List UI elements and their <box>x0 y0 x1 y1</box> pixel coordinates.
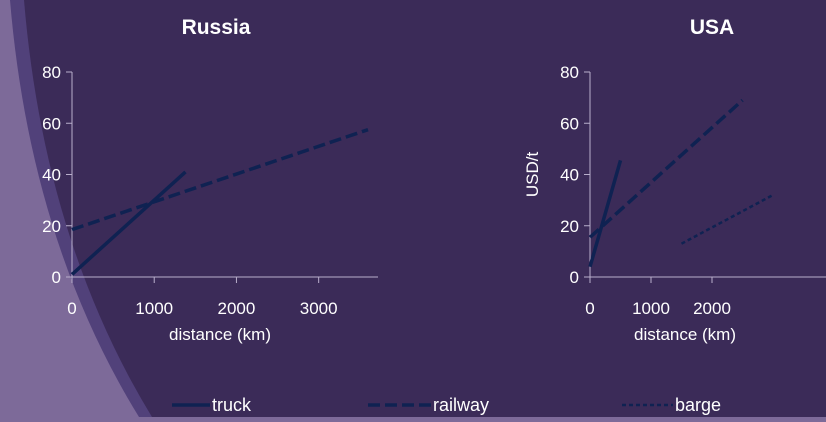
x-axis-label: distance (km) <box>634 325 736 344</box>
legend-label-truck: truck <box>212 395 252 415</box>
y-tick-label: 80 <box>560 63 579 82</box>
series-line-railway <box>588 98 744 239</box>
y-tick-label: 0 <box>52 268 61 287</box>
y-axis-label: USD/t <box>523 152 542 198</box>
y-tick-label: 40 <box>42 166 61 185</box>
legend-label-barge: barge <box>675 395 721 415</box>
y-tick-label: 20 <box>42 217 61 236</box>
x-tick-label: 3000 <box>300 299 338 318</box>
y-tick-label: 0 <box>570 268 579 287</box>
series-line-truck <box>588 159 623 268</box>
chart-title: USA <box>690 16 734 39</box>
x-tick-label: 1000 <box>632 299 670 318</box>
chart-title: Russia <box>182 16 251 39</box>
x-tick-label: 0 <box>585 299 594 318</box>
legend-label-railway: railway <box>433 395 489 415</box>
series-line-barge <box>680 193 774 245</box>
x-tick-label: 2000 <box>218 299 256 318</box>
x-tick-label: 0 <box>67 299 76 318</box>
series-line-truck <box>70 170 187 276</box>
chart-1: USA 0 20 40 60 80 0 1000 2000 distance (km) USD/t <box>523 16 826 344</box>
y-tick-label: 60 <box>42 114 61 133</box>
legend: truck railway barge <box>172 395 721 415</box>
y-tick-label: 40 <box>560 166 579 185</box>
x-axis-label: distance (km) <box>169 325 271 344</box>
x-tick-label: 2000 <box>693 299 731 318</box>
y-tick-label: 60 <box>560 114 579 133</box>
y-tick-label: 20 <box>560 217 579 236</box>
series-line-railway <box>71 127 369 232</box>
panel-background <box>24 0 826 417</box>
y-tick-label: 80 <box>42 63 61 82</box>
x-tick-label: 1000 <box>135 299 173 318</box>
chart-0: Russia 0 20 40 60 80 0 1000 2000 3000 distance (km… <box>42 16 378 344</box>
